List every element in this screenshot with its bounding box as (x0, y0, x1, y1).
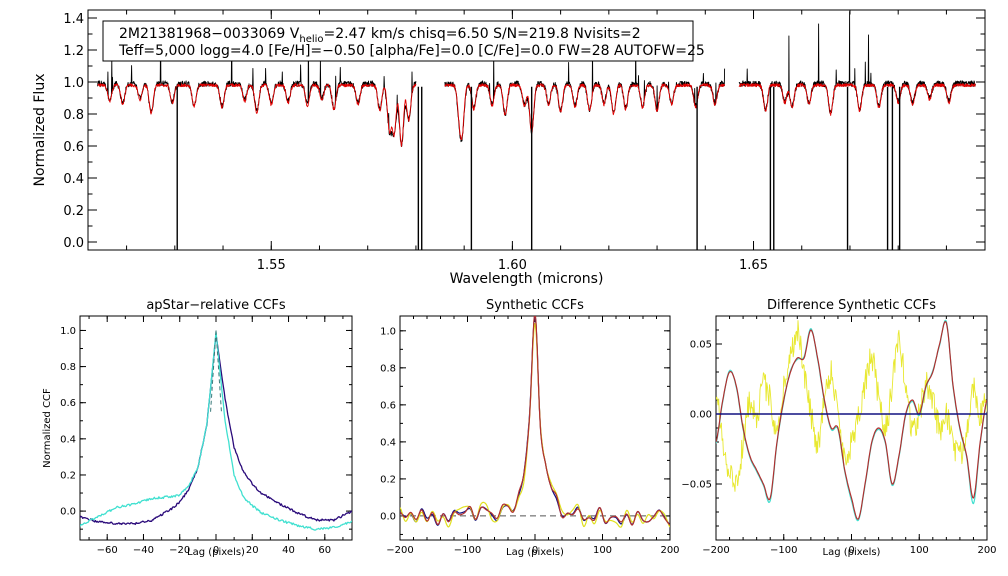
y-tick-label: 0.4 (63, 172, 84, 187)
x-tick-label: 0 (213, 545, 219, 556)
info-line-1-post: =2.47 km/s chisq=6.50 S/N=219.8 Nvisits=… (324, 26, 641, 42)
y-tick-label: 0.4 (60, 434, 76, 445)
x-axis-label: Lag (pixels) (187, 547, 245, 558)
info-line-2: Teff=5,000 logg=4.0 [Fe/H]=−0.50 [alpha/… (118, 43, 705, 59)
plot-frame (399, 315, 671, 541)
y-tick-label: 1.0 (63, 76, 84, 91)
ccf-traces (716, 319, 987, 522)
x-tick-label: −100 (454, 545, 481, 556)
ccf-line-visit-1 (400, 316, 670, 526)
y-tick-label: 0.2 (60, 470, 76, 481)
y-axis-label: Normalized Flux (32, 74, 48, 187)
y-tick-label: 0.2 (380, 474, 396, 485)
model-spectrum-chip-2 (444, 83, 726, 141)
ccf-line-visit-2 (80, 331, 352, 531)
y-tick-label: 0.00 (690, 410, 712, 421)
y-tick-label: 1.0 (380, 326, 396, 337)
y-tick-label: −0.05 (681, 480, 712, 491)
x-tick-label: −100 (770, 545, 797, 556)
x-tick-label: −200 (386, 545, 413, 556)
plot-frame (79, 315, 353, 541)
x-axis-label: Wavelength (microns) (450, 271, 604, 287)
panel-title: apStar−relative CCFs (146, 298, 286, 313)
y-tick-label: 0.05 (690, 340, 712, 351)
x-tick-label: 60 (318, 545, 331, 556)
info-line-1: 2M21381968−0033069 Vhelio=2.47 km/s chis… (119, 26, 641, 45)
ccf-line-combined (716, 321, 987, 520)
ccf-line-visit-2 (400, 323, 670, 528)
ccf-line-combined (400, 316, 670, 526)
panel-title: Synthetic CCFs (486, 298, 584, 313)
x-tick-label: 0 (848, 545, 854, 556)
y-tick-label: 1.2 (63, 44, 84, 59)
x-tick-label: 100 (593, 545, 612, 556)
ccf-traces (80, 330, 352, 531)
x-tick-label: 1.60 (498, 258, 527, 273)
panel-spectrum: 1.55 1.60 1.65 0.0 0.2 0.4 0.6 0.8 1.0 1.2 1.4 2M21… (32, 9, 986, 287)
model-spectrum-chip-3 (738, 83, 976, 116)
y-tick-label: 0.0 (60, 507, 76, 518)
y-tick-label: 0.8 (380, 363, 396, 374)
info-line-1-pre: 2M21381968−0033069 V (119, 26, 300, 42)
panel-difference-ccf: −200 −100 0 100 200 −0.05 0.00 0.05 Difference S… (681, 298, 996, 558)
ccf-traces (400, 316, 670, 528)
y-tick-label: 0.6 (60, 398, 76, 409)
x-axis-label: Lag (pixels) (823, 547, 881, 558)
y-tick-label: 1.4 (63, 12, 84, 27)
y-tick-label: 0.6 (380, 400, 396, 411)
x-tick-label: −40 (133, 545, 154, 556)
y-tick-label: 0.2 (63, 204, 84, 219)
y-tick-label: 0.4 (380, 437, 396, 448)
info-box-frame (102, 20, 694, 62)
y-tick-label: 0.6 (63, 140, 84, 155)
info-box: 2M21381968−0033069 Vhelio=2.47 km/s chis… (102, 20, 705, 62)
ccf-line-visit-1 (80, 333, 352, 526)
x-axis-label: Lag (pixels) (506, 547, 564, 558)
x-tick-label: 200 (660, 545, 679, 556)
y-tick-label: 0.0 (63, 236, 84, 251)
spectrum-traces (97, 11, 976, 250)
info-line-1-sub: helio (299, 34, 323, 45)
x-tick-label: 200 (977, 545, 996, 556)
y-tick-label: 1.0 (60, 326, 76, 337)
x-tick-label: −200 (702, 545, 729, 556)
panel-synthetic-ccf: −200 −100 0 100 200 0.0 0.2 0.4 0.6 0.8 1.0 Synthet… (380, 298, 679, 558)
x-tick-label: 1.65 (739, 258, 768, 273)
panel-apstar-ccf: −60 −40 −20 0 20 40 60 0.0 0.2 0.4 0.6 0.8 1.0 apStar… (42, 298, 353, 558)
y-tick-label: 0.8 (60, 362, 76, 373)
ccf-line-visit-2 (716, 320, 987, 492)
panel-title: Difference Synthetic CCFs (767, 298, 936, 313)
model-spectrum-chip-1 (97, 83, 417, 147)
x-tick-label: −60 (97, 545, 118, 556)
x-tick-label: 20 (246, 545, 259, 556)
y-tick-label: 0.8 (63, 108, 84, 123)
y-tick-label: 0.0 (380, 511, 396, 522)
x-tick-label: 40 (282, 545, 295, 556)
x-tick-label: 100 (910, 545, 929, 556)
x-tick-label: 0 (532, 545, 538, 556)
x-tick-label: −20 (169, 545, 190, 556)
y-axis-label: Normalized CCF (42, 388, 53, 468)
x-tick-label: 1.55 (257, 258, 286, 273)
